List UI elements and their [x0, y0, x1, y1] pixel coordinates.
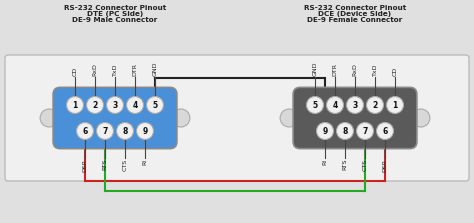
Text: GND: GND	[312, 61, 318, 76]
Text: 8: 8	[342, 126, 348, 136]
Text: 8: 8	[122, 126, 128, 136]
Text: RI: RI	[322, 159, 328, 165]
Text: 2: 2	[92, 101, 98, 109]
Text: TxD: TxD	[112, 63, 118, 76]
Text: DTR: DTR	[133, 62, 137, 76]
FancyBboxPatch shape	[53, 87, 177, 149]
Text: 3: 3	[352, 101, 357, 109]
Text: 9: 9	[142, 126, 147, 136]
Text: CD: CD	[73, 66, 78, 76]
Text: 6: 6	[82, 126, 88, 136]
Text: RI: RI	[143, 159, 147, 165]
Circle shape	[97, 122, 113, 140]
Text: 7: 7	[102, 126, 108, 136]
Text: CTS: CTS	[363, 159, 367, 171]
Circle shape	[107, 97, 124, 114]
Text: 4: 4	[332, 101, 337, 109]
Circle shape	[376, 122, 393, 140]
Text: RxD: RxD	[92, 63, 98, 76]
Circle shape	[327, 97, 344, 114]
Text: DCE (Device Side): DCE (Device Side)	[319, 11, 392, 17]
Circle shape	[356, 122, 374, 140]
Circle shape	[317, 122, 334, 140]
Text: DSR: DSR	[82, 159, 88, 171]
Text: RTS: RTS	[343, 159, 347, 170]
Text: 4: 4	[132, 101, 137, 109]
Circle shape	[117, 122, 134, 140]
Circle shape	[307, 97, 323, 114]
Text: 5: 5	[153, 101, 157, 109]
Circle shape	[280, 109, 298, 127]
Text: 2: 2	[373, 101, 378, 109]
Text: DE-9 Female Connector: DE-9 Female Connector	[307, 17, 402, 23]
Text: RTS: RTS	[102, 159, 108, 170]
Text: 9: 9	[322, 126, 328, 136]
Text: DTE (PC Side): DTE (PC Side)	[87, 11, 143, 17]
Text: TxD: TxD	[373, 63, 377, 76]
Circle shape	[127, 97, 144, 114]
Text: 7: 7	[362, 126, 368, 136]
Text: GND: GND	[153, 61, 157, 76]
Text: 6: 6	[383, 126, 388, 136]
Circle shape	[412, 109, 430, 127]
Circle shape	[337, 122, 354, 140]
Text: DTR: DTR	[332, 62, 337, 76]
Circle shape	[386, 97, 403, 114]
FancyBboxPatch shape	[5, 55, 469, 181]
Text: DSR: DSR	[383, 159, 388, 171]
Text: RS-232 Connector Pinout: RS-232 Connector Pinout	[64, 5, 166, 11]
Circle shape	[366, 97, 383, 114]
Circle shape	[66, 97, 83, 114]
Text: 3: 3	[112, 101, 118, 109]
Circle shape	[86, 97, 103, 114]
Circle shape	[346, 97, 364, 114]
Circle shape	[76, 122, 93, 140]
Text: 1: 1	[392, 101, 398, 109]
Circle shape	[146, 97, 164, 114]
Circle shape	[137, 122, 154, 140]
Text: DE-9 Male Connector: DE-9 Male Connector	[73, 17, 158, 23]
Text: RS-232 Connector Pinout: RS-232 Connector Pinout	[304, 5, 406, 11]
Text: CTS: CTS	[122, 159, 128, 171]
Text: 5: 5	[312, 101, 318, 109]
Text: 1: 1	[73, 101, 78, 109]
Text: CD: CD	[392, 66, 398, 76]
FancyBboxPatch shape	[293, 87, 417, 149]
Text: RxD: RxD	[353, 63, 357, 76]
Circle shape	[172, 109, 190, 127]
Circle shape	[40, 109, 58, 127]
